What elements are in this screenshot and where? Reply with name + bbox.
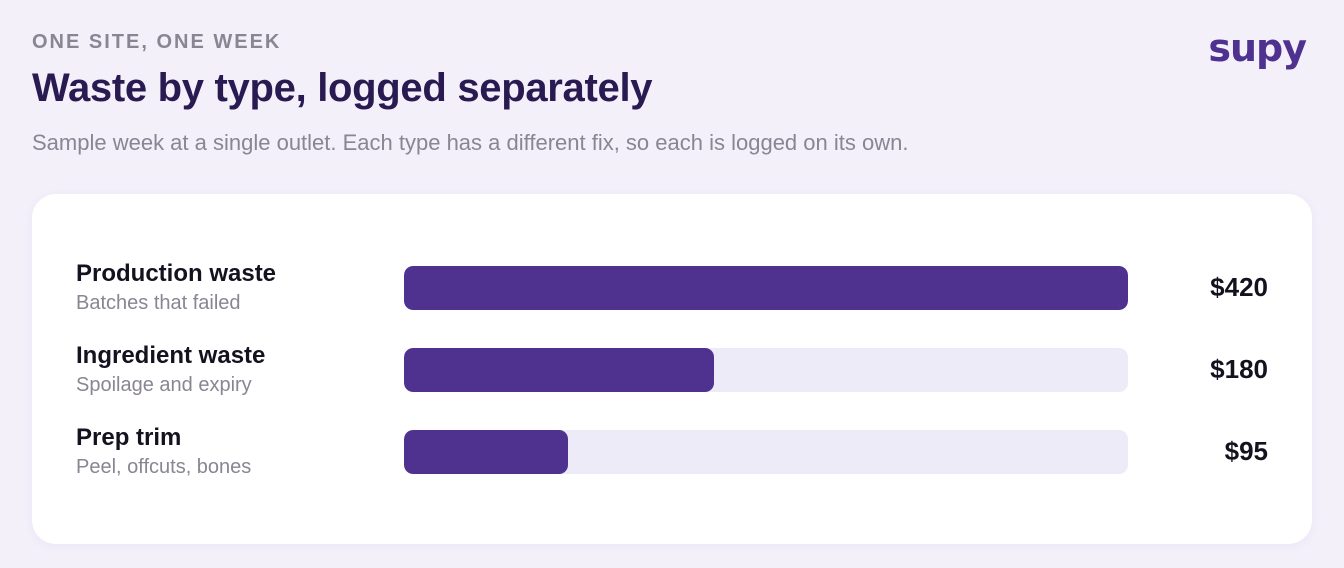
value-label: $420 xyxy=(1210,272,1268,302)
bar-label-group: Prep trim Peel, offcuts, bones xyxy=(76,424,396,481)
bar-row: Prep trim Peel, offcuts, bones $95 xyxy=(76,424,1268,488)
category-description: Batches that failed xyxy=(76,292,241,314)
chart-card: Production waste Batches that failed $420 I… xyxy=(32,194,1312,544)
page-subtitle: Sample week at a single outlet. Each typ… xyxy=(32,130,909,155)
bar xyxy=(404,348,714,392)
value-label: $95 xyxy=(1224,436,1268,466)
category-description: Spoilage and expiry xyxy=(76,374,252,396)
eyebrow: ONE SITE, ONE WEEK xyxy=(32,31,282,53)
bar-track xyxy=(404,266,1128,310)
category-label: Ingredient waste xyxy=(76,342,266,369)
bar-track xyxy=(404,430,1128,474)
bar-track xyxy=(404,348,1128,392)
bar-label-group: Production waste Batches that failed xyxy=(76,260,396,317)
category-label: Production waste xyxy=(76,260,277,287)
bar-row: Ingredient waste Spoilage and expiry $180 xyxy=(76,342,1268,406)
category-description: Peel, offcuts, bones xyxy=(76,456,252,478)
category-label: Prep trim xyxy=(76,424,182,451)
value-label: $180 xyxy=(1210,354,1268,384)
bar xyxy=(404,266,1128,310)
bar-row: Production waste Batches that failed $420 xyxy=(76,260,1268,324)
bar-label-group: Ingredient waste Spoilage and expiry xyxy=(76,342,396,399)
brand-logo: supy xyxy=(1208,26,1307,70)
page-title: Waste by type, logged separately xyxy=(32,66,653,110)
bar xyxy=(404,430,568,474)
